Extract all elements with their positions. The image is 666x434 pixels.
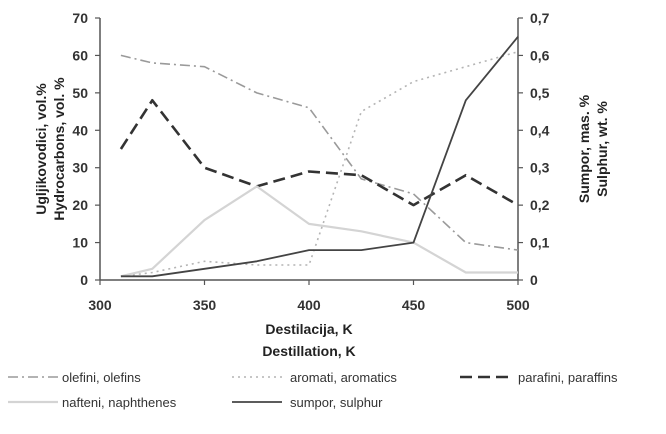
left-y-tick-label: 30 (72, 160, 88, 176)
legend-label-1: aromati, aromatics (290, 370, 397, 385)
left-y-axis-title-line2: Hydrocarbons, vol. % (51, 77, 67, 221)
left-y-tick-label: 50 (72, 85, 88, 101)
x-tick-label: 300 (88, 297, 112, 313)
left-y-tick-label: 40 (72, 122, 88, 138)
left-y-tick-label: 20 (72, 197, 88, 213)
left-y-tick-label: 70 (72, 10, 88, 26)
left-y-tick-label: 0 (80, 272, 88, 288)
x-tick-label: 350 (193, 297, 217, 313)
series-line-0 (120, 54, 519, 251)
x-tick-labels: 300 350 400 450 500 (88, 297, 530, 313)
right-y-tick-label: 0,2 (530, 197, 550, 213)
right-y-axis-title-line1: Sumpor, mas. % (576, 94, 592, 203)
right-y-tick-label: 0,3 (530, 160, 550, 176)
legend-label-0: olefini, olefins (62, 370, 141, 385)
x-tick-label: 400 (297, 297, 321, 313)
legend-label-2: parafini, paraffins (518, 370, 618, 385)
right-y-tick-label: 0 (530, 272, 538, 288)
right-y-axis-title-line2: Sulphur, wt. % (594, 101, 610, 197)
left-y-tick-label: 10 (72, 235, 88, 251)
left-y-tick-label: 60 (72, 47, 88, 63)
plot-area (99, 18, 519, 281)
series-lines (119, 36, 519, 278)
series-line-4 (120, 36, 519, 278)
legend-label-4: sumpor, sulphur (290, 395, 383, 410)
right-y-tick-label: 0,4 (530, 122, 550, 138)
x-axis-title-line2: Destillation, K (262, 343, 355, 359)
series-line-1 (120, 50, 519, 278)
left-y-axis-title-line1: Ugljikovodici, vol.% (33, 83, 49, 215)
right-y-tick-label: 0,1 (530, 235, 550, 251)
series-line-2 (119, 99, 519, 207)
tick-marks (95, 17, 523, 285)
left-y-tick-labels: 0 10 20 30 40 50 60 70 (72, 10, 88, 288)
legend: olefini, olefins aromati, aromatics parafi… (8, 370, 618, 410)
x-axis-title-line1: Destilacija, K (265, 321, 352, 337)
series-line-3 (120, 185, 518, 278)
right-y-tick-label: 0,6 (530, 47, 550, 63)
right-y-tick-label: 0,5 (530, 85, 550, 101)
x-tick-label: 500 (506, 297, 530, 313)
right-y-tick-label: 0,7 (530, 10, 550, 26)
legend-label-3: nafteni, naphthenes (62, 395, 177, 410)
x-tick-label: 450 (402, 297, 426, 313)
right-y-tick-labels: 0 0,1 0,2 0,3 0,4 0,5 0,6 0,7 (530, 10, 550, 288)
